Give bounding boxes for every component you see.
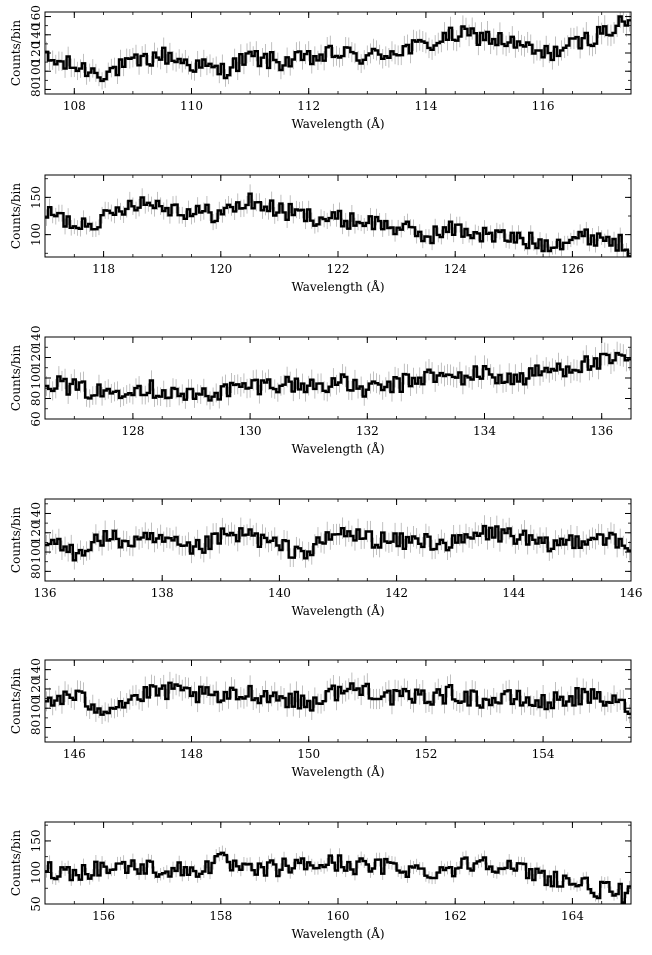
x-axis-label: Wavelength (Å) xyxy=(291,279,384,294)
x-tick-label: 118 xyxy=(92,262,115,276)
y-tick-label: 160 xyxy=(29,5,43,28)
x-tick-label: 134 xyxy=(473,424,496,438)
x-tick-label: 142 xyxy=(385,586,408,600)
x-tick-label: 124 xyxy=(444,262,467,276)
y-tick-label: 140 xyxy=(29,326,43,349)
series-line xyxy=(45,681,631,716)
x-tick-label: 132 xyxy=(356,424,379,438)
y-tick-label: 80 xyxy=(29,82,43,97)
y-axis-label: Counts/bin xyxy=(9,345,23,411)
y-tick-label: 150 xyxy=(29,186,43,209)
y-axis-label: Counts/bin xyxy=(9,668,23,734)
chart-panel-2: 118 120 122 124 126 100 150 Wavelength (Å) Count… xyxy=(9,174,632,294)
x-tick-label: 112 xyxy=(297,99,320,113)
x-tick-label: 164 xyxy=(561,909,584,923)
x-tick-label: 130 xyxy=(239,424,262,438)
series-line xyxy=(45,15,631,83)
chart-panel-4: 136 138 140 142 144 14680100120140Wavelength … xyxy=(9,498,643,618)
y-axis-label: Counts/bin xyxy=(9,830,23,896)
x-tick-label: 150 xyxy=(297,747,320,761)
series-line xyxy=(45,351,631,402)
y-axis-label: Counts/bin xyxy=(9,183,23,249)
x-tick-label: 122 xyxy=(327,262,350,276)
x-axis-label: Wavelength (Å) xyxy=(291,116,384,131)
x-tick-label: 120 xyxy=(209,262,232,276)
y-tick-label: 100 xyxy=(29,697,43,720)
x-tick-label: 126 xyxy=(561,262,584,276)
y-tick-label: 120 xyxy=(29,521,43,544)
x-tick-label: 162 xyxy=(444,909,467,923)
y-tick-label: 100 xyxy=(29,223,43,246)
y-tick-label: 140 xyxy=(29,502,43,525)
x-tick-label: 152 xyxy=(414,747,437,761)
y-tick-label: 150 xyxy=(29,829,43,852)
y-tick-label: 120 xyxy=(29,677,43,700)
x-tick-label: 156 xyxy=(92,909,115,923)
y-tick-label: 80 xyxy=(29,720,43,735)
x-tick-label: 160 xyxy=(327,909,350,923)
y-axis-label: Counts/bin xyxy=(9,507,23,573)
y-tick-label: 100 xyxy=(29,60,43,83)
x-tick-label: 146 xyxy=(63,747,86,761)
y-tick-label: 80 xyxy=(29,564,43,579)
x-tick-label: 110 xyxy=(180,99,203,113)
x-tick-label: 108 xyxy=(63,99,86,113)
y-tick-label: 100 xyxy=(29,861,43,884)
y-tick-label: 100 xyxy=(29,367,43,390)
x-tick-label: 136 xyxy=(590,424,613,438)
series-line xyxy=(45,524,631,562)
x-tick-label: 140 xyxy=(268,586,291,600)
x-tick-label: 128 xyxy=(121,424,144,438)
y-tick-label: 140 xyxy=(29,658,43,681)
y-tick-label: 50 xyxy=(29,896,43,911)
x-axis-label: Wavelength (Å) xyxy=(291,441,384,456)
x-tick-label: 154 xyxy=(532,747,555,761)
y-tick-label: 80 xyxy=(29,391,43,406)
series-line xyxy=(45,192,631,257)
x-tick-label: 116 xyxy=(532,99,555,113)
y-tick-label: 60 xyxy=(29,411,43,426)
x-tick-label: 138 xyxy=(151,586,174,600)
x-tick-label: 158 xyxy=(209,909,232,923)
y-axis-label: Counts/bin xyxy=(9,20,23,86)
y-tick-label: 120 xyxy=(29,346,43,369)
x-axis-label: Wavelength (Å) xyxy=(291,764,384,779)
x-tick-label: 146 xyxy=(620,586,643,600)
x-tick-label: 148 xyxy=(180,747,203,761)
chart-panel-6: 156 158 160 162 164 50 100 150 Wavelength (Å) Cou… xyxy=(9,821,632,941)
x-tick-label: 136 xyxy=(34,586,57,600)
error-bars xyxy=(46,12,630,90)
x-tick-label: 144 xyxy=(502,586,525,600)
y-tick-label: 100 xyxy=(29,541,43,564)
y-tick-label: 120 xyxy=(29,42,43,65)
y-tick-label: 140 xyxy=(29,23,43,46)
x-tick-label: 114 xyxy=(414,99,437,113)
series-line xyxy=(45,851,631,904)
x-axis-label: Wavelength (Å) xyxy=(291,926,384,941)
x-axis-label: Wavelength (Å) xyxy=(291,603,384,618)
panels: 108 110 112 114 11680100120140160Wavelength … xyxy=(9,5,642,941)
